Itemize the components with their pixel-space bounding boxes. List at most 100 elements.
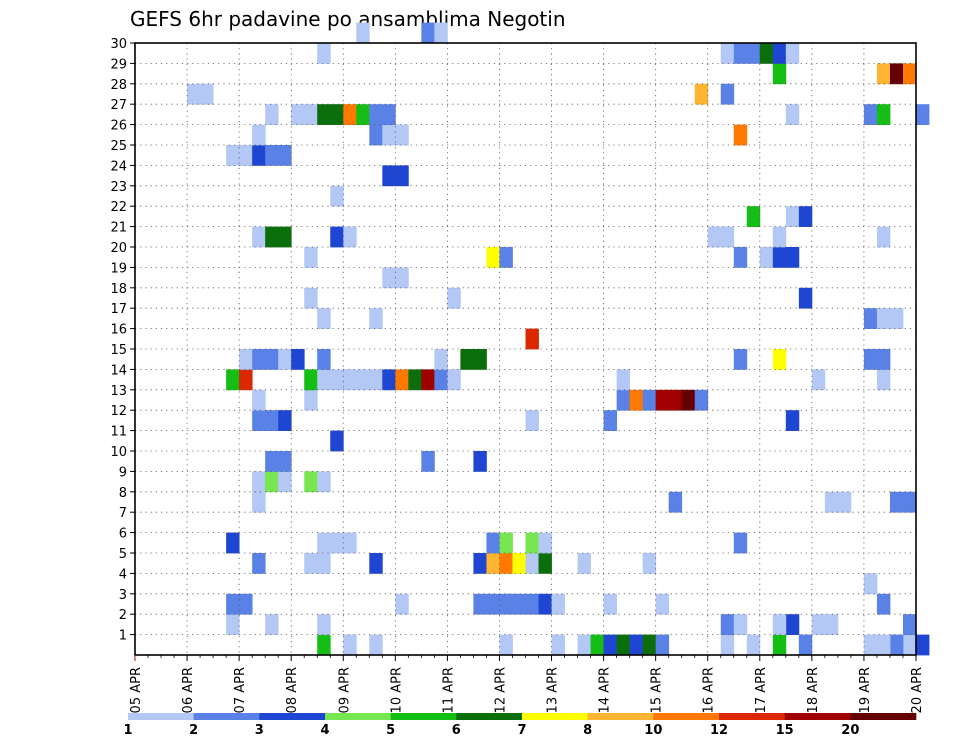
heatmap-cell [720, 83, 735, 105]
heatmap-cell [512, 593, 526, 615]
colorbar-label: 20 [841, 723, 859, 738]
heatmap-cell [317, 349, 331, 370]
heatmap-cell [759, 247, 774, 268]
heatmap-cell [538, 553, 552, 574]
y-tick-label: 20 [110, 241, 127, 256]
heatmap-cell [187, 83, 201, 105]
heatmap-cell [902, 63, 917, 85]
heatmap-cell [655, 389, 670, 411]
heatmap-cell [798, 634, 813, 656]
y-tick-label: 24 [110, 159, 127, 174]
heatmap-cell [278, 471, 292, 493]
heatmap-cell [265, 226, 279, 248]
heatmap-cell [538, 532, 552, 554]
heatmap-cell [616, 634, 631, 656]
heatmap-cell [304, 104, 318, 125]
heatmap-cell [720, 226, 735, 248]
heatmap-cell [772, 43, 787, 64]
y-tick-label: 14 [110, 363, 127, 378]
heatmap-cell [330, 369, 344, 391]
y-tick-label: 23 [110, 180, 127, 195]
colorbar-label: 6 [452, 723, 461, 738]
heatmap-cell [785, 104, 800, 125]
x-tick-label: 10 APR [389, 667, 404, 713]
heatmap-cell [876, 226, 891, 248]
colorbar-swatch [587, 713, 654, 720]
heatmap-cell [629, 634, 644, 656]
heatmap-cell [434, 369, 448, 391]
heatmap-cell [590, 634, 604, 656]
heatmap-cell [499, 634, 513, 656]
heatmap-cell [369, 553, 383, 574]
heatmap-cell [785, 247, 800, 268]
heatmap-cell [785, 410, 800, 431]
y-tick-label: 2 [119, 608, 127, 623]
colorbar-swatch [128, 713, 194, 720]
x-tick-label: 07 APR [233, 667, 248, 713]
heatmap-cell [265, 471, 279, 493]
heatmap-cell [343, 369, 357, 391]
heatmap-cell [525, 532, 539, 554]
y-tick-label: 27 [110, 98, 127, 113]
heatmap-cell [772, 226, 787, 248]
heatmap-cell [473, 593, 487, 615]
heatmap-cell [421, 369, 435, 391]
y-tick-label: 18 [110, 282, 127, 297]
heatmap-cell [239, 145, 253, 166]
heatmap-cell [863, 634, 878, 656]
heatmap-cell [889, 634, 904, 656]
heatmap-cell [772, 634, 787, 656]
heatmap-cell [200, 83, 214, 105]
heatmap-cell [278, 226, 292, 248]
heatmap-cell [551, 593, 565, 615]
colorbar-swatch [456, 713, 523, 720]
heatmap-cell [239, 349, 253, 370]
heatmap-cell [733, 43, 748, 64]
heatmap-cell [863, 573, 878, 595]
y-tick-label: 9 [119, 465, 127, 480]
heatmap-cell [239, 369, 253, 391]
heatmap-cell [525, 328, 539, 350]
heatmap-cell [343, 532, 357, 554]
colorbar-swatch [784, 713, 851, 720]
heatmap-cell [916, 104, 930, 125]
heatmap-cell [551, 634, 565, 656]
x-tick-label: 20 APR [910, 667, 925, 713]
heatmap-cell [785, 43, 800, 64]
heatmap-cell [330, 104, 344, 125]
y-tick-label: 11 [110, 425, 127, 440]
heatmap-cell [252, 491, 266, 513]
y-tick-label: 3 [119, 588, 127, 603]
heatmap-cell [824, 491, 839, 513]
colorbar-label: 15 [776, 723, 794, 738]
heatmap-cell [733, 532, 748, 554]
heatmap-cell [577, 553, 591, 574]
heatmap-cell [395, 124, 409, 146]
heatmap-cell [889, 308, 904, 329]
heatmap-cell [395, 593, 409, 615]
heatmap-cell [876, 104, 891, 125]
y-tick-label: 4 [119, 567, 127, 582]
heatmap-cell [369, 634, 383, 656]
heatmap-cell [512, 553, 526, 574]
colorbar-label: 10 [644, 723, 662, 738]
heatmap-cell [369, 104, 383, 125]
heatmap-cell [525, 410, 539, 431]
heatmap-cell [304, 471, 318, 493]
colorbar-label: 8 [583, 723, 592, 738]
colorbar-swatch [325, 713, 391, 720]
x-tick-label: 11 APR [441, 667, 456, 713]
heatmap-cell [330, 430, 344, 452]
x-axis: 05 APR 06 APR 07 APR 08 APR 09 APR 10 APR 11 A… [129, 655, 925, 713]
heatmap-cell [330, 532, 344, 554]
heatmap-cell [252, 471, 266, 493]
colorbar-swatch [653, 713, 720, 720]
heatmap-cell [603, 634, 618, 656]
heatmap-cell [668, 389, 683, 411]
x-tick-label: 17 APR [754, 667, 769, 713]
colorbar-swatch [193, 713, 260, 720]
heatmap-cell [473, 451, 487, 472]
heatmap-cell [265, 145, 279, 166]
y-tick-label: 25 [110, 139, 127, 154]
y-tick-label: 21 [110, 221, 127, 236]
